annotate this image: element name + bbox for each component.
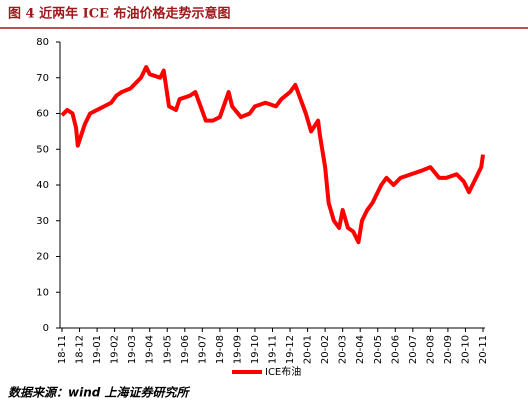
source-note: 数据来源：wind 上海证券研究所: [8, 386, 191, 400]
x-tick-label: 20-01: [303, 335, 314, 364]
y-tick-label: 40: [36, 180, 49, 191]
x-tick-label: 19-07: [197, 335, 208, 364]
x-tick-label: 18-11: [57, 335, 68, 364]
y-tick-label: 70: [36, 73, 49, 84]
y-tick-label: 50: [36, 144, 49, 155]
price-line: [60, 65, 485, 245]
x-tick-label: 20-11: [478, 335, 489, 364]
x-tick-label: 19-03: [127, 335, 138, 364]
y-tick-label: 0: [43, 323, 49, 334]
y-tick-label: 80: [36, 37, 49, 48]
x-tick-label: 19-08: [215, 335, 226, 364]
x-tick-label: 20-10: [460, 335, 471, 364]
y-tick-label: 10: [36, 287, 49, 298]
y-tick-label: 20: [36, 252, 49, 263]
x-tick-label: 19-09: [232, 335, 243, 364]
legend-label: ICE布油: [265, 365, 301, 378]
x-tick-label: 19-10: [250, 335, 261, 364]
x-tick-label: 20-06: [390, 335, 401, 364]
x-tick-label: 19-06: [180, 335, 191, 364]
x-tick-label: 20-08: [425, 335, 436, 364]
x-tick-label: 19-05: [162, 335, 173, 364]
x-tick-label: 20-03: [338, 335, 349, 364]
x-tick-label: 20-02: [320, 335, 331, 364]
x-tick-label: 19-11: [268, 335, 279, 364]
x-tick-label: 19-04: [145, 335, 156, 364]
x-tick-label: 20-05: [373, 335, 384, 364]
x-tick-label: 19-01: [92, 335, 103, 364]
x-tick-label: 18-12: [75, 335, 86, 364]
y-tick-label: 60: [36, 109, 49, 120]
x-tick-label: 19-12: [285, 335, 296, 364]
chart-title: 图 4 近两年 ICE 布油价格走势示意图: [8, 6, 231, 22]
x-tick-label: 19-02: [110, 335, 121, 364]
y-tick-label: 30: [36, 216, 49, 227]
x-tick-label: 20-09: [443, 335, 454, 364]
x-tick-label: 20-07: [408, 335, 419, 364]
x-tick-label: 20-04: [355, 335, 366, 364]
